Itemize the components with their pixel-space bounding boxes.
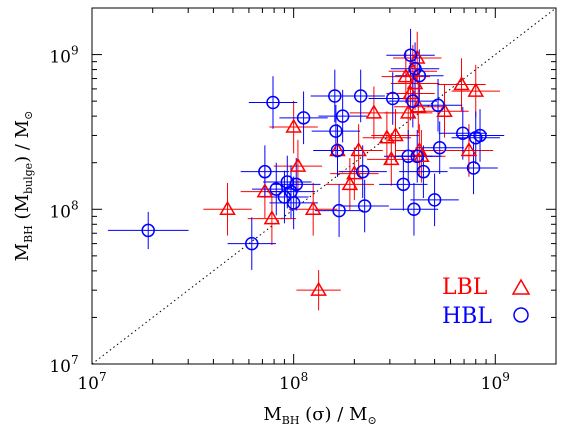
legend-circle-icon bbox=[513, 307, 529, 323]
lbl-triangle-marker bbox=[289, 157, 307, 172]
lbl-triangle-marker bbox=[346, 165, 363, 180]
tick-labels: 107 108 109 107 108 109 bbox=[49, 44, 510, 394]
hbl-circle-marker bbox=[456, 126, 470, 141]
data-markers bbox=[141, 48, 487, 296]
lbl-triangle-marker bbox=[383, 150, 400, 166]
hbl-circle-marker bbox=[407, 202, 421, 217]
hbl-circle-marker bbox=[357, 199, 372, 213]
hbl-circle-marker bbox=[432, 140, 447, 155]
lbl-triangle-marker bbox=[329, 141, 346, 157]
hbl-circle-marker bbox=[258, 164, 272, 179]
hbl-circle-marker bbox=[335, 109, 350, 123]
legend: LBL HBL bbox=[442, 275, 531, 329]
lbl-triangle-marker bbox=[402, 85, 419, 100]
legend-label-lbl: LBL bbox=[442, 275, 488, 300]
hbl-circle-marker bbox=[141, 223, 155, 238]
lbl-triangle-marker bbox=[304, 200, 322, 216]
lbl-triangle-marker bbox=[460, 141, 478, 157]
hbl-circle-marker bbox=[431, 98, 445, 113]
x-tick-label: 108 bbox=[279, 370, 308, 394]
legend-label-hbl: HBL bbox=[442, 304, 492, 329]
hbl-circle-marker bbox=[355, 164, 370, 179]
hbl-circle-marker bbox=[401, 149, 415, 164]
hbl-circle-marker bbox=[289, 177, 303, 192]
lbl-triangle-marker bbox=[285, 118, 302, 133]
hbl-circle-marker bbox=[396, 177, 411, 192]
hbl-circle-marker bbox=[412, 68, 427, 83]
y-tick-label: 107 bbox=[49, 353, 78, 377]
axis-ticks bbox=[91, 7, 557, 365]
lbl-triangle-marker bbox=[219, 200, 236, 216]
hbl-circle-marker bbox=[329, 124, 343, 138]
hbl-circle-marker bbox=[328, 89, 342, 103]
hbl-circle-marker bbox=[403, 48, 418, 62]
hbl-circle-marker bbox=[286, 196, 301, 210]
y-axis-title: MBH (Mbulge) / M⊙ bbox=[12, 111, 35, 262]
lbl-triangle-marker bbox=[365, 104, 383, 119]
hbl-circle-marker bbox=[266, 95, 280, 110]
lbl-triangle-marker bbox=[310, 281, 327, 296]
hbl-circle-marker bbox=[385, 91, 400, 106]
lbl-triangle-marker bbox=[411, 141, 428, 157]
lbl-triangle-marker bbox=[467, 82, 485, 97]
lbl-triangle-marker bbox=[256, 183, 274, 198]
hbl-circle-marker bbox=[280, 175, 295, 189]
hbl-circle-marker bbox=[466, 161, 481, 175]
hbl-circle-marker bbox=[473, 128, 487, 143]
y-tick-label: 108 bbox=[49, 198, 78, 222]
x-axis-title: MBH (σ) / M⊙ bbox=[263, 404, 376, 427]
hbl-circle-marker bbox=[245, 236, 259, 251]
one-to-one-line bbox=[92, 8, 556, 364]
hbl-circle-marker bbox=[410, 149, 424, 164]
x-tick-label: 109 bbox=[481, 370, 510, 394]
hbl-circle-marker bbox=[427, 193, 442, 207]
x-tick-label: 107 bbox=[77, 370, 106, 394]
legend-triangle-icon bbox=[511, 278, 531, 295]
plot-frame bbox=[91, 7, 557, 365]
hbl-circle-marker bbox=[296, 111, 311, 125]
lbl-triangle-marker bbox=[263, 210, 281, 225]
hbl-circle-marker bbox=[416, 164, 431, 179]
lbl-triangle-marker bbox=[341, 175, 359, 191]
error-bars bbox=[107, 28, 505, 311]
lbl-triangle-marker bbox=[350, 141, 367, 157]
hbl-circle-marker bbox=[269, 182, 284, 196]
lbl-triangle-marker bbox=[406, 75, 424, 90]
y-tick-label: 109 bbox=[49, 44, 78, 68]
hbl-circle-marker bbox=[408, 61, 422, 76]
hbl-circle-marker bbox=[406, 94, 420, 108]
lbl-triangle-marker bbox=[453, 76, 470, 91]
lbl-triangle-marker bbox=[409, 98, 427, 113]
hbl-circle-marker bbox=[330, 143, 345, 158]
hbl-circle-marker bbox=[332, 203, 346, 218]
lbl-triangle-marker bbox=[387, 126, 404, 142]
hbl-circle-marker bbox=[353, 89, 368, 103]
